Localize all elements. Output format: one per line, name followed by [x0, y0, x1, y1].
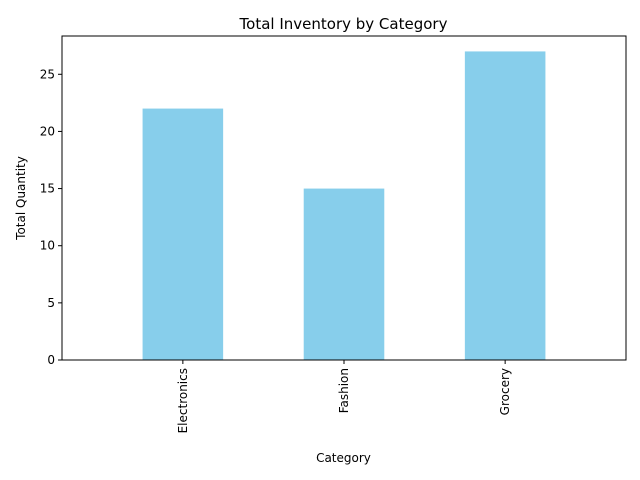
y-tick-label: 25: [40, 67, 55, 81]
y-tick-label: 15: [40, 182, 55, 196]
bars-group: [142, 51, 546, 361]
bar-grocery: [464, 51, 546, 361]
x-axis-ticks: Electronics Fashion Grocery: [176, 360, 512, 433]
x-tick-label: Grocery: [498, 368, 512, 415]
y-tick-label: 5: [47, 296, 55, 310]
chart-title: Total Inventory by Category: [239, 15, 448, 33]
x-axis-label: Category: [316, 451, 371, 465]
y-tick-label: 20: [40, 124, 55, 138]
y-tick-label: 10: [40, 239, 55, 253]
x-tick-label: Electronics: [176, 368, 190, 433]
bar-fashion: [303, 188, 385, 360]
y-axis-label: Total Quantity: [14, 156, 28, 241]
x-tick-label: Fashion: [337, 368, 351, 413]
bar-electronics: [142, 108, 224, 360]
y-axis-ticks: 0 5 10 15 20 25: [40, 67, 62, 367]
y-tick-label: 0: [47, 353, 55, 367]
plot-frame: [61, 35, 627, 361]
